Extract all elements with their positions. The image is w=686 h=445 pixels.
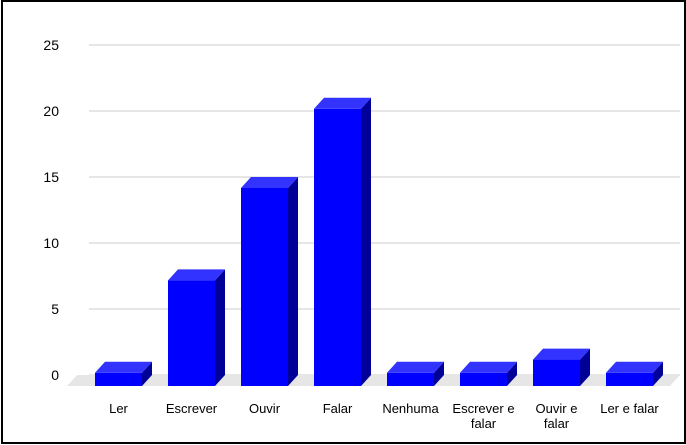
y-tick-label: 5 [51, 301, 59, 317]
bars [95, 97, 663, 387]
bar-side [361, 97, 371, 387]
x-category-label: Ler [109, 401, 128, 416]
bar-side [288, 177, 298, 386]
x-category-label: Nenhuma [382, 401, 439, 416]
y-tick-label: 20 [43, 103, 59, 119]
y-tick-label: 15 [43, 169, 59, 185]
bar-side [507, 361, 517, 386]
bar-top [606, 361, 663, 373]
y-tick-label: 10 [43, 235, 59, 251]
bar-front [314, 108, 361, 387]
y-tick-label: 25 [43, 37, 59, 53]
y-tick-label: 0 [51, 367, 59, 383]
bar-escrever-e-falar [460, 361, 517, 386]
bar-front [460, 372, 507, 386]
bar-front [387, 372, 434, 386]
x-category-label: Ouvir [249, 401, 281, 416]
x-category-label: Ler e falar [600, 401, 659, 416]
bar-top [460, 361, 517, 373]
bar-top [95, 361, 152, 373]
bar-side [653, 361, 663, 386]
bar-ouvir [241, 177, 298, 386]
bar-front [168, 280, 215, 386]
x-category-label: Escrever [166, 401, 218, 416]
bar-ouvir-e-falar [533, 348, 590, 386]
bar-ler-e-falar [606, 361, 663, 386]
x-category-label: Ouvir e falar [536, 401, 578, 431]
x-axis-labels: Ler Escrever Ouvir Falar Nenhuma Escrever e fa… [109, 401, 659, 431]
y-axis-ticks: 0 5 10 15 20 25 [43, 37, 59, 383]
bar-side [215, 269, 225, 386]
bar-escrever [168, 269, 225, 386]
bar-falar [314, 97, 371, 387]
bar-front [533, 359, 580, 386]
bar-top [533, 348, 590, 360]
bar-ler [95, 361, 152, 386]
bar-top [314, 97, 371, 109]
bar-side [434, 361, 444, 386]
bar-front [606, 372, 653, 386]
bar-front [95, 372, 142, 386]
bar-top [168, 269, 225, 281]
bar-side [142, 361, 152, 386]
bar-chart: 0 5 10 15 20 25 Ler Escrever Ouvir Falar Nenhuma E… [43, 37, 680, 431]
bar-side [580, 348, 590, 386]
x-category-label: Falar [323, 401, 353, 416]
bar-top [241, 177, 298, 188]
bar-front [241, 188, 288, 386]
bar-nenhuma [387, 361, 444, 386]
bar-top [387, 361, 444, 373]
x-category-label: Escrever e falar [452, 401, 514, 431]
